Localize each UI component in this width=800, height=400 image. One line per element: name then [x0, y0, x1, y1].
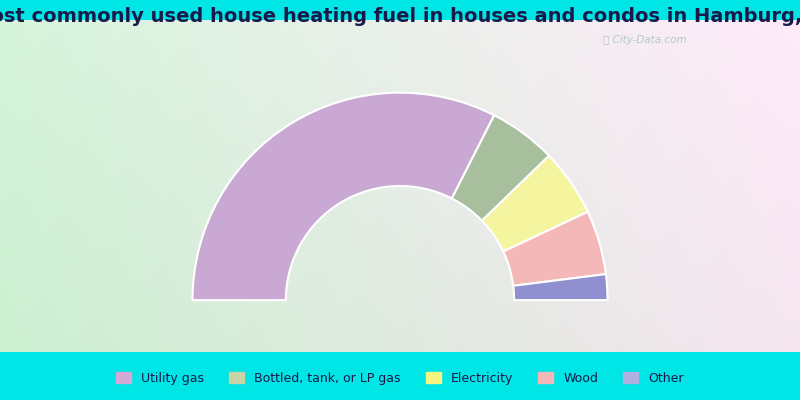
Wedge shape — [193, 93, 494, 300]
Text: Ⓞ City-Data.com: Ⓞ City-Data.com — [602, 34, 686, 44]
Text: Most commonly used house heating fuel in houses and condos in Hamburg, IL: Most commonly used house heating fuel in… — [0, 6, 800, 26]
Wedge shape — [503, 212, 606, 286]
Wedge shape — [452, 115, 549, 221]
Legend: Utility gas, Bottled, tank, or LP gas, Electricity, Wood, Other: Utility gas, Bottled, tank, or LP gas, E… — [111, 367, 689, 390]
Wedge shape — [514, 274, 607, 300]
Wedge shape — [482, 156, 588, 252]
